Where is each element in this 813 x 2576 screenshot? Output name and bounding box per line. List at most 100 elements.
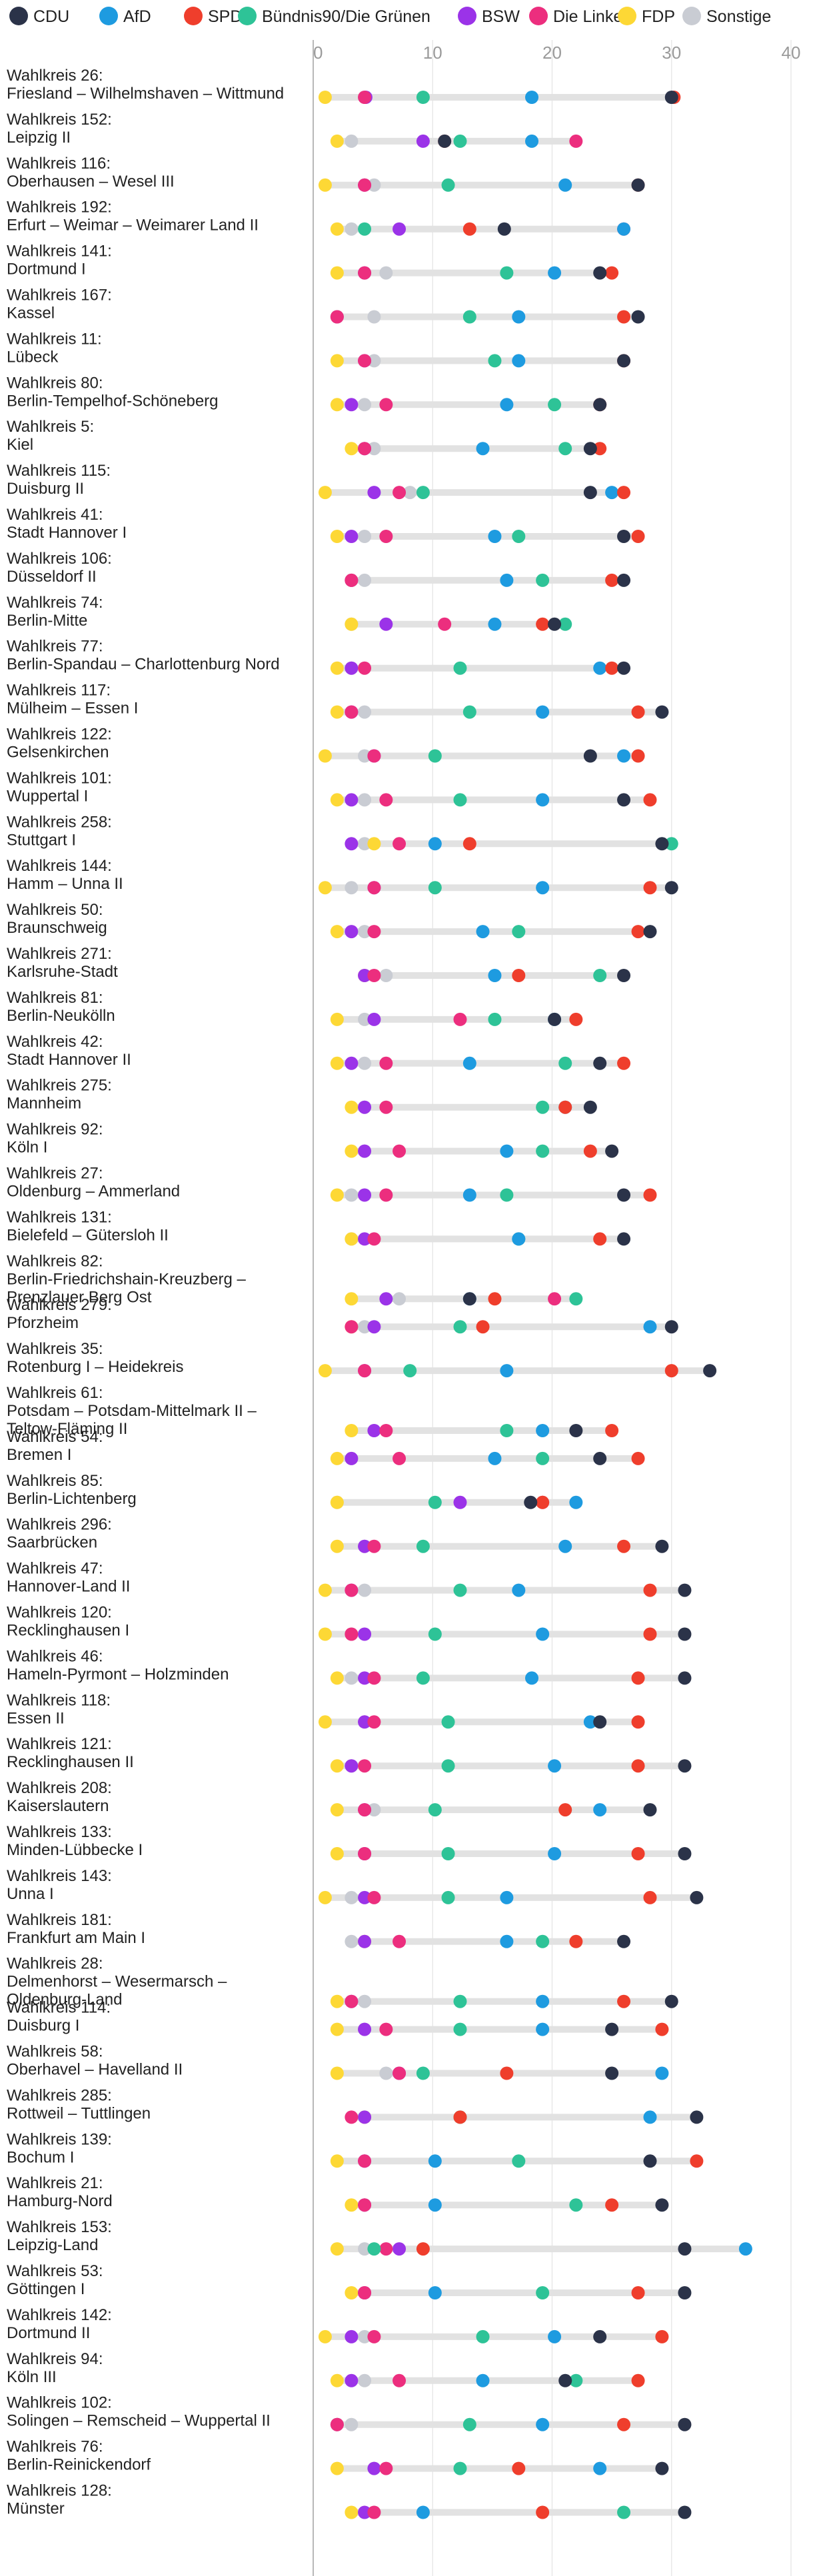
legend-swatch: [184, 7, 203, 25]
legend-swatch: [9, 7, 28, 25]
dot-sonst: [345, 1671, 359, 1685]
dot-gruene: [488, 354, 502, 368]
dot-spd: [593, 1232, 607, 1246]
dot-sonst: [358, 530, 372, 543]
dot-sonst: [403, 486, 417, 500]
dot-cdu: [593, 398, 607, 412]
row-label-number: Wahlkreis 143:: [7, 1867, 112, 1885]
dot-cdu: [678, 2242, 692, 2256]
dot-cdu: [643, 925, 657, 939]
dot-spd: [617, 2417, 631, 2431]
dot-bsw: [345, 530, 359, 543]
dot-afd: [462, 1056, 476, 1070]
dot-gruene: [453, 1320, 467, 1334]
row-label-name: Essen II: [7, 1709, 65, 1727]
dot-afd: [500, 1890, 514, 1904]
row-wahlkreis-77: Wahlkreis 77:Berlin-Spandau – Charlotten…: [7, 638, 631, 675]
dot-afd: [558, 178, 572, 192]
dot-spd: [643, 793, 657, 807]
row-label-number: Wahlkreis 42:: [7, 1033, 103, 1051]
row-label-name: Berlin-Friedrichshain-Kreuzberg –: [7, 1270, 246, 1288]
row-label-number: Wahlkreis 131:: [7, 1208, 112, 1226]
dot-afd: [488, 617, 502, 631]
row-label-number: Wahlkreis 92:: [7, 1121, 103, 1139]
row-wahlkreis-92: Wahlkreis 92:Köln I: [7, 1121, 619, 1158]
dot-cdu: [655, 2461, 669, 2475]
dot-bsw: [393, 222, 406, 236]
dot-linke: [358, 178, 372, 192]
dot-fdp: [330, 1759, 344, 1773]
row-label-name: Prenzlauer Berg Ost: [7, 1288, 152, 1306]
dot-linke: [367, 1539, 381, 1553]
dot-cdu: [690, 2110, 704, 2124]
dot-spd: [643, 881, 657, 895]
dot-cdu: [548, 617, 562, 631]
row-label-number: Wahlkreis 82:: [7, 1252, 103, 1270]
plot-area: Wahlkreis 26:Friesland – Wilhelmshaven –…: [7, 67, 752, 2519]
dot-afd: [548, 2329, 562, 2343]
row-label-name: Köln I: [7, 1139, 47, 1157]
dot-afd: [476, 925, 490, 939]
dot-sonst: [345, 1188, 359, 1202]
dot-spd: [558, 1803, 572, 1817]
dot-cdu: [678, 2505, 692, 2519]
dot-spd: [631, 2373, 645, 2387]
row-label-name: Solingen – Remscheid – Wuppertal II: [7, 2412, 271, 2430]
legend-item-linke: Die Linke: [529, 7, 622, 26]
dot-linke: [569, 134, 583, 148]
row-label-name: Oldenburg – Ammerland: [7, 1183, 180, 1201]
dot-sonst: [358, 398, 372, 412]
row-label-name: Hamm – Unna II: [7, 875, 123, 893]
dot-spd: [664, 1364, 678, 1378]
x-tick-label: 30: [662, 43, 681, 63]
dot-gruene: [617, 2505, 631, 2519]
row-label-number: Wahlkreis 167:: [7, 287, 112, 305]
dot-gruene: [512, 530, 526, 543]
row-wahlkreis-275: Wahlkreis 275:Mannheim: [7, 1077, 597, 1114]
row-label-name: Berlin-Spandau – Charlottenburg Nord: [7, 656, 280, 674]
dot-cdu: [678, 1627, 692, 1641]
dot-sonst: [358, 2242, 372, 2256]
row-label-number: Wahlkreis 54:: [7, 1428, 103, 1446]
dot-fdp: [330, 530, 344, 543]
row-label-name: Kiel: [7, 436, 33, 454]
dot-gruene: [664, 837, 678, 851]
row-label-number: Wahlkreis 258:: [7, 813, 112, 831]
dot-cdu: [617, 1232, 631, 1246]
dot-afd: [428, 837, 442, 851]
dot-fdp: [330, 705, 344, 719]
dot-fdp: [345, 617, 359, 631]
dot-cdu: [655, 2198, 669, 2212]
row-label-number: Wahlkreis 46:: [7, 1647, 103, 1665]
dot-fdp: [345, 2505, 359, 2519]
dot-afd: [536, 2417, 550, 2431]
dot-fdp: [330, 1994, 344, 2008]
row-label-name: Stuttgart I: [7, 831, 76, 849]
dot-fdp: [330, 661, 344, 675]
dot-fdp: [345, 2286, 359, 2299]
dot-spd: [631, 1451, 645, 1465]
dot-spd: [631, 705, 645, 719]
dot-fdp: [330, 1188, 344, 1202]
dot-fdp: [330, 1495, 344, 1509]
row-label-number: Wahlkreis 26:: [7, 67, 103, 85]
row-wahlkreis-296: Wahlkreis 296:Saarbrücken: [7, 1516, 669, 1553]
dot-linke: [379, 1424, 393, 1437]
dot-gruene: [512, 925, 526, 939]
dot-cdu: [569, 1424, 583, 1437]
dot-cdu: [617, 354, 631, 368]
dot-afd: [593, 661, 607, 675]
legend-label: AfD: [123, 7, 151, 26]
row-wahlkreis-54: Wahlkreis 54:Bremen I: [7, 1428, 645, 1465]
dot-gruene: [416, 91, 430, 104]
legend-swatch: [682, 7, 701, 25]
dot-gruene: [367, 2242, 381, 2256]
legend-label: BSW: [482, 7, 520, 26]
dot-cdu: [605, 1144, 619, 1158]
row-wahlkreis-50: Wahlkreis 50:Braunschweig: [7, 901, 657, 939]
dot-bsw: [358, 1539, 372, 1553]
row-wahlkreis-42: Wahlkreis 42:Stadt Hannover II: [7, 1033, 631, 1070]
dot-afd: [512, 310, 526, 324]
dot-gruene: [569, 1292, 583, 1306]
dot-spd: [536, 1495, 550, 1509]
